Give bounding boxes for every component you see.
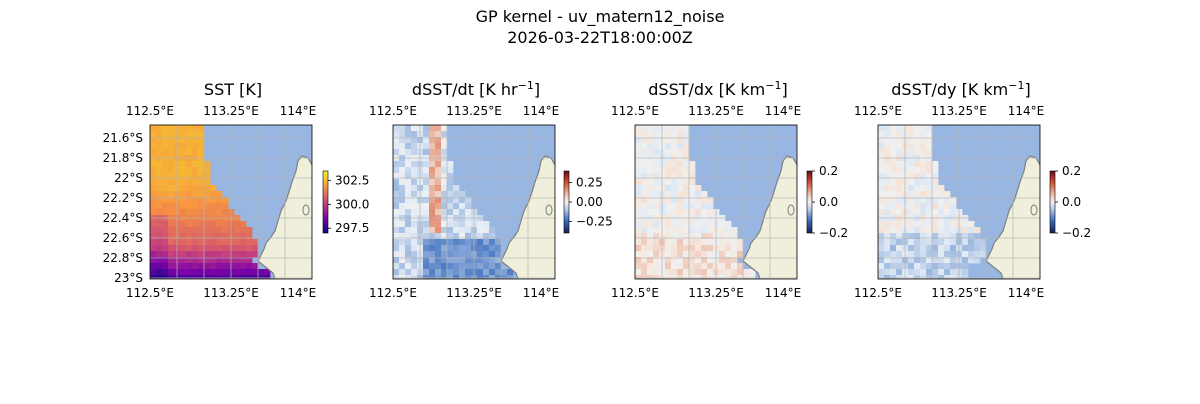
- lon-tick-bottom: 113.25°E: [446, 286, 502, 300]
- island: [1030, 204, 1038, 216]
- lon-tick-bottom: 114°E: [523, 286, 560, 300]
- lon-tick-bottom: 112.5°E: [611, 286, 659, 300]
- lon-tick-top: 114°E: [765, 104, 802, 118]
- panel-title: dSST/dt [K hr−1]: [412, 79, 540, 99]
- lon-tick-bottom: 112.5°E: [126, 286, 174, 300]
- lon-tick-bottom: 113.25°E: [931, 286, 987, 300]
- lat-tick: 22.2°S: [103, 191, 143, 205]
- lon-tick-top: 113.25°E: [688, 104, 744, 118]
- colorbar-tick: 302.5: [335, 174, 369, 188]
- lon-tick-bottom: 113.25°E: [688, 286, 744, 300]
- colorbar-sst: 302.5 300.0 297.5: [322, 170, 369, 235]
- figure-subtitle: 2026-03-22T18:00:00Z: [507, 28, 693, 47]
- lon-tick-top: 113.25°E: [931, 104, 987, 118]
- lon-tick-bottom: 114°E: [765, 286, 802, 300]
- colorbar-dy: 0.2 0.0 −0.2: [1049, 164, 1091, 240]
- panel-title-main: dSST/dy [K km: [891, 80, 1008, 99]
- lat-tick: 23°S: [114, 271, 143, 285]
- lon-tick-top: 112.5°E: [854, 104, 902, 118]
- colorbar-dt: 0.25 0.00 −0.25: [563, 170, 613, 234]
- colorbar-tick: 297.5: [335, 221, 369, 235]
- colorbar-tick: −0.2: [1062, 226, 1091, 240]
- island: [787, 204, 795, 216]
- panel-title: SST [K]: [204, 80, 262, 99]
- lon-tick-top: 114°E: [1008, 104, 1045, 118]
- panel-title: dSST/dy [K km−1]: [891, 79, 1030, 99]
- map-frame: [149, 124, 313, 280]
- panel-title-superscript: −1: [518, 79, 534, 92]
- colorbar-tick: 0.2: [1062, 164, 1081, 178]
- panel-title-superscript: −1: [765, 79, 781, 92]
- colorbar-tick: −0.2: [819, 226, 848, 240]
- lat-tick: 22.6°S: [103, 231, 143, 245]
- colorbar-tick: −0.25: [576, 214, 613, 228]
- map-panel-sst: SST [K] 112.5°E 112.5°E 113.25°E 113.25°E 114…: [103, 80, 317, 300]
- lat-tick: 21.8°S: [103, 151, 143, 165]
- colorbar-tick: 300.0: [335, 197, 369, 211]
- gridlines: [150, 125, 312, 279]
- panel-title-end: ]: [781, 80, 787, 99]
- map-frame: [634, 124, 798, 280]
- lon-tick-top: 112.5°E: [126, 104, 174, 118]
- lon-tick-top: 114°E: [523, 104, 560, 118]
- island: [302, 204, 310, 216]
- colorbar-gradient: [1049, 170, 1056, 234]
- map-panels: SST [K] 112.5°E 112.5°E 113.25°E 113.25°E 114…: [103, 79, 1091, 300]
- map-panel-dt: dSST/dt [K hr−1] 112.5°E 112.5°E 113.25°E 11…: [369, 79, 559, 300]
- lon-tick-bottom: 112.5°E: [854, 286, 902, 300]
- lat-tick: 22.4°S: [103, 211, 143, 225]
- colorbar-gradient: [322, 170, 329, 234]
- gridlines: [878, 125, 1040, 279]
- lat-tick: 22.8°S: [103, 251, 143, 265]
- map-panel-dx: dSST/dx [K km−1] 112.5°E 112.5°E 113.25°E 11…: [611, 79, 801, 300]
- lon-tick-top: 114°E: [280, 104, 317, 118]
- lon-tick-top: 113.25°E: [203, 104, 259, 118]
- lon-tick-bottom: 114°E: [1008, 286, 1045, 300]
- panel-title-main: dSST/dt [K hr: [412, 80, 518, 99]
- panel-title-main: SST [K]: [204, 80, 262, 99]
- coastline: [985, 155, 1040, 279]
- lon-tick-bottom: 114°E: [280, 286, 317, 300]
- colorbar-tick: 0.2: [819, 164, 838, 178]
- lat-tick: 22°S: [114, 171, 143, 185]
- gridlines: [393, 125, 555, 279]
- panel-title-main: dSST/dx [K km: [648, 80, 765, 99]
- colorbar-tick: 0.00: [576, 195, 603, 209]
- lon-tick-top: 112.5°E: [369, 104, 417, 118]
- colorbar-gradient: [563, 170, 570, 234]
- colorbar-dx: 0.2 0.0 −0.2: [806, 164, 848, 240]
- panel-title-end: ]: [534, 80, 540, 99]
- coastline: [257, 155, 312, 279]
- colorbar-tick: 0.25: [576, 176, 603, 190]
- map-panel-dy: dSST/dy [K km−1] 112.5°E 112.5°E 113.25°E 11…: [854, 79, 1044, 300]
- lon-tick-top: 112.5°E: [611, 104, 659, 118]
- lon-tick-bottom: 113.25°E: [203, 286, 259, 300]
- colorbar-gradient: [806, 170, 813, 234]
- panel-title-superscript: −1: [1008, 79, 1024, 92]
- map-frame: [877, 124, 1041, 280]
- coastline: [742, 155, 797, 279]
- colorbar-tick: 0.0: [1062, 195, 1081, 209]
- map-frame: [392, 124, 556, 280]
- island: [545, 204, 553, 216]
- colorbar-tick: 0.0: [819, 195, 838, 209]
- figure-title: GP kernel - uv_matern12_noise: [476, 7, 725, 27]
- coastline: [500, 155, 555, 279]
- panel-title-end: ]: [1024, 80, 1030, 99]
- gridlines: [635, 125, 797, 279]
- lon-tick-bottom: 112.5°E: [369, 286, 417, 300]
- panel-title: dSST/dx [K km−1]: [648, 79, 787, 99]
- lon-tick-top: 113.25°E: [446, 104, 502, 118]
- lat-tick: 21.6°S: [103, 131, 143, 145]
